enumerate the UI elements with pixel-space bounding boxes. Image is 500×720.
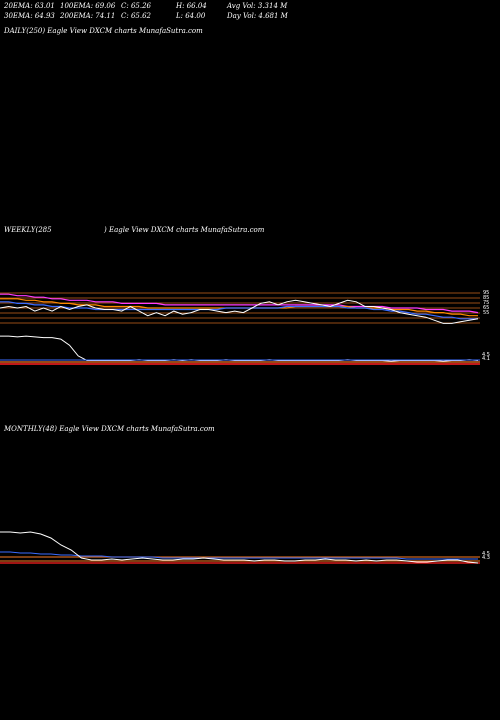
level-label-2: 75	[483, 300, 489, 306]
close-value: C: 65.26	[121, 2, 151, 10]
level-label-4: 55	[483, 310, 489, 316]
volume-label-1: 4.1	[482, 356, 490, 362]
level-label-1: 85	[483, 295, 489, 301]
weekly-panel-label-left: WEEKLY(285	[4, 226, 52, 234]
weekly-panel-label-right: ) Eagle View DXCM charts MunafaSutra.com	[104, 226, 265, 234]
monthly-panel-label: MONTHLY(48) Eagle View DXCM charts Munaf…	[4, 425, 215, 433]
stats-row-1: 20EMA: 63.01 100EMA: 69.06 C: 65.26 H: 6…	[4, 1, 496, 11]
stats-header: 20EMA: 63.01 100EMA: 69.06 C: 65.26 H: 6…	[4, 1, 496, 21]
low-value: L: 64.00	[176, 12, 206, 20]
day-volume-value: Day Vol: 4.681 M	[227, 12, 288, 20]
level-label-0: 95	[483, 290, 489, 296]
monthly-price-line	[0, 531, 479, 564]
ema-line-a	[0, 301, 478, 320]
level-label-3: 65	[483, 305, 489, 311]
open-value: C: 65.62	[121, 12, 151, 20]
high-value: H: 66.04	[176, 2, 207, 10]
price-line	[0, 299, 479, 324]
ema-line-c	[0, 293, 479, 314]
ema100-value: 100EMA: 69.06	[60, 2, 116, 10]
volume-label-0: 4.5	[482, 352, 490, 358]
monthly-ema-line	[0, 551, 478, 560]
monthly-level-label-0: 4.5	[482, 551, 490, 557]
daily-panel-label: DAILY(250) Eagle View DXCM charts Munafa…	[4, 27, 203, 35]
ema30-value: 30EMA: 64.93	[4, 12, 55, 20]
ema20-value: 20EMA: 63.01	[4, 2, 55, 10]
avg-volume-value: Avg Vol: 3.314 M	[227, 2, 288, 10]
stats-row-2: 30EMA: 64.93 200EMA: 74.11 C: 65.62 L: 6…	[4, 11, 496, 21]
ema200-value: 200EMA: 74.11	[60, 12, 116, 20]
monthly-level-label-1: 4.3	[482, 555, 490, 561]
monthly-chart: 4.54.3	[0, 531, 490, 564]
volume-indicator-line	[0, 335, 479, 362]
